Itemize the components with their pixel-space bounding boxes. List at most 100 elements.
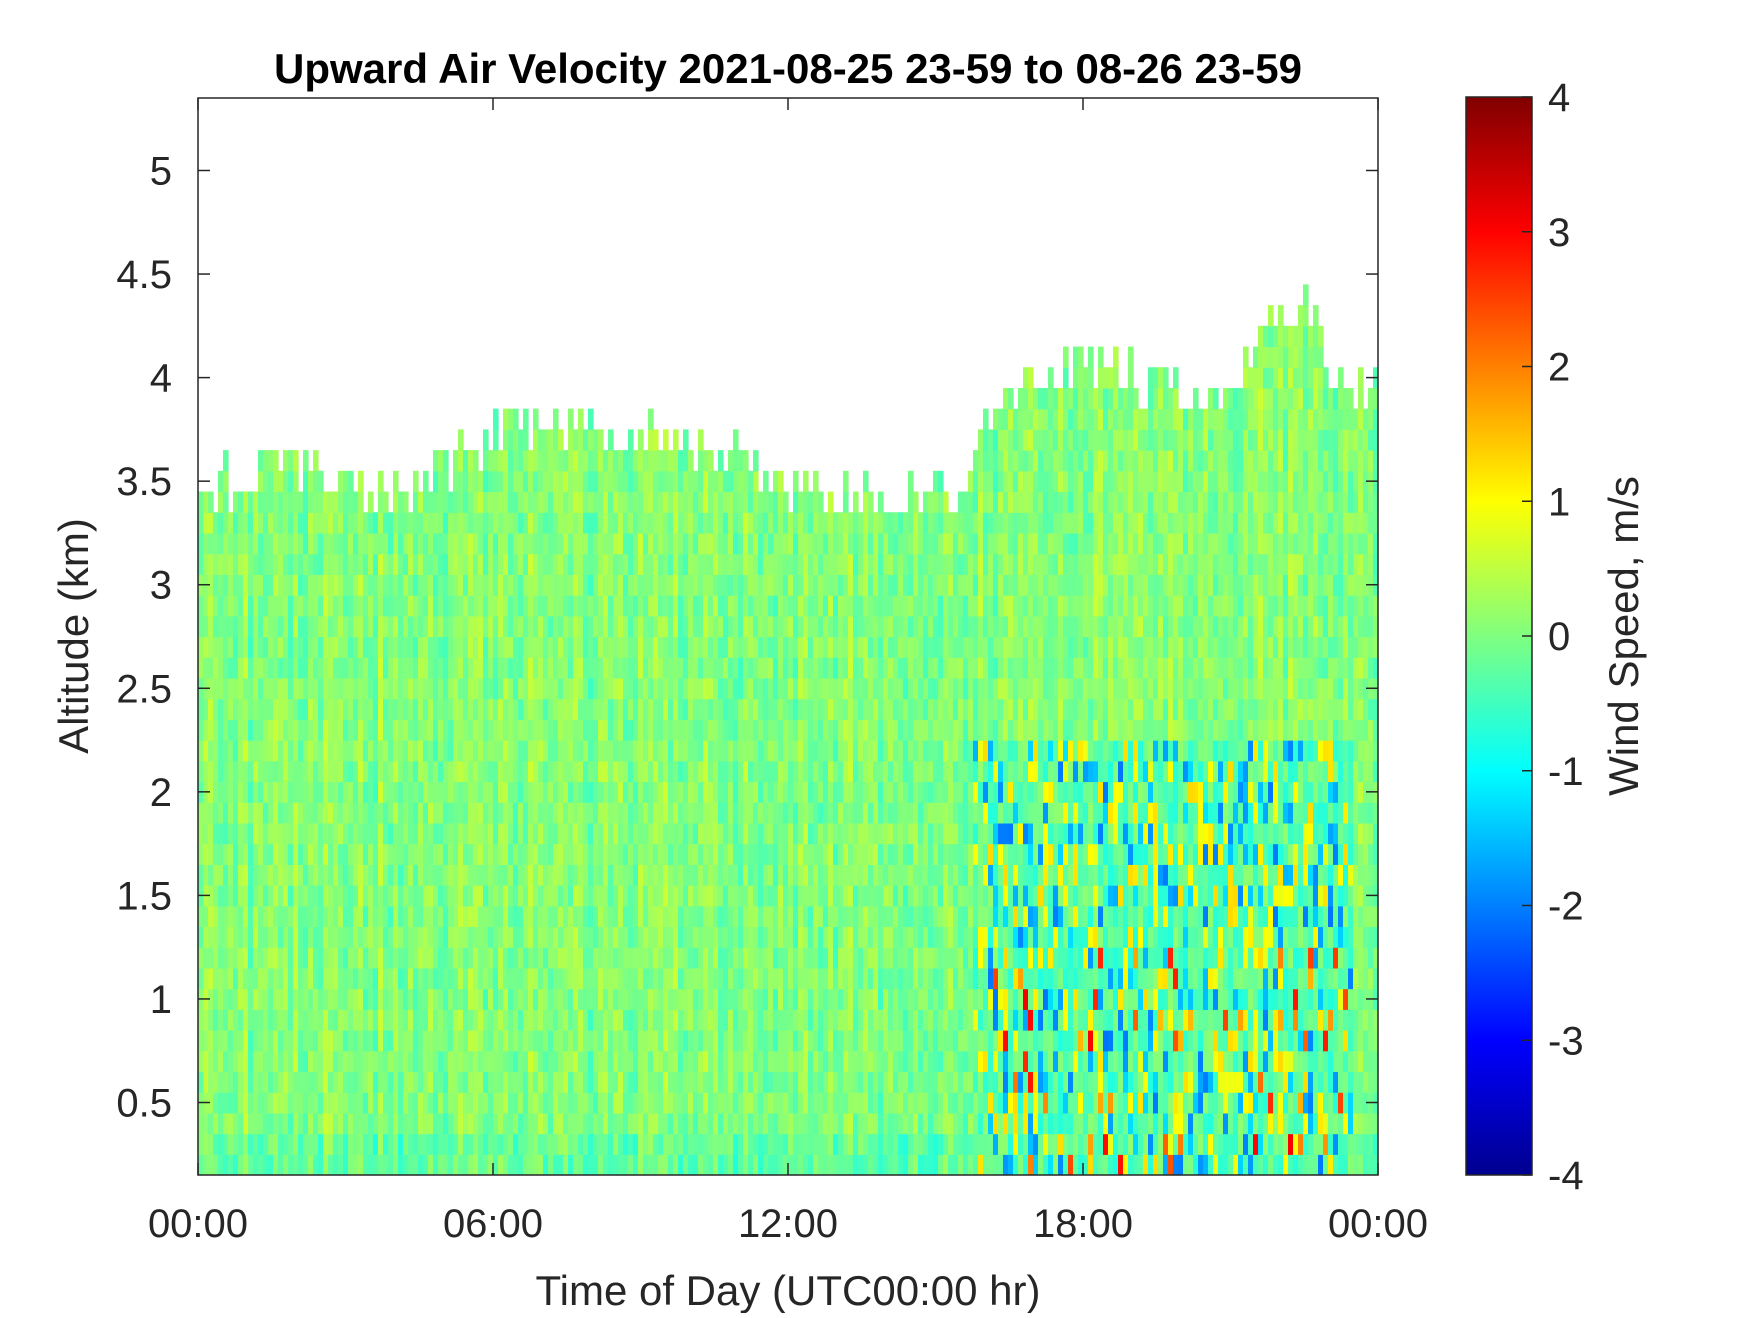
heatmap-cell — [738, 740, 744, 762]
heatmap-cell — [913, 636, 919, 658]
heatmap-cell — [608, 574, 614, 596]
heatmap-cell — [663, 1133, 669, 1155]
heatmap-cell — [363, 967, 369, 990]
heatmap-cell — [218, 988, 224, 1010]
heatmap-cell — [253, 615, 259, 638]
heatmap-cell — [713, 926, 719, 948]
heatmap-cell — [518, 1009, 524, 1031]
heatmap-cell — [303, 1154, 309, 1175]
heatmap-cell — [863, 532, 869, 555]
heatmap-cell — [248, 1030, 254, 1052]
heatmap-cell — [323, 657, 329, 679]
heatmap-cell — [468, 926, 474, 948]
heatmap-cell — [483, 843, 489, 865]
heatmap-cell — [538, 885, 544, 907]
heatmap-cell — [308, 926, 314, 948]
heatmap-cell — [838, 574, 844, 596]
heatmap-cell — [598, 988, 604, 1010]
heatmap-cell — [838, 719, 844, 741]
heatmap-cell — [643, 615, 649, 638]
heatmap-cell — [328, 1133, 334, 1155]
heatmap-cell — [768, 698, 774, 720]
heatmap-cell — [778, 967, 784, 990]
heatmap-cell — [358, 1030, 364, 1052]
heatmap-cell — [578, 988, 584, 1010]
heatmap-cell — [913, 615, 919, 638]
heatmap-cell — [523, 574, 529, 596]
heatmap-cell — [803, 615, 809, 638]
heatmap-cell — [808, 615, 814, 638]
heatmap-cell — [388, 532, 394, 555]
heatmap-cell — [343, 822, 349, 845]
heatmap-cell — [893, 553, 899, 575]
heatmap-cell — [363, 1154, 369, 1175]
heatmap-cell — [273, 1092, 279, 1114]
heatmap-cell — [483, 491, 489, 513]
heatmap-cell — [533, 864, 539, 886]
heatmap-cell — [268, 885, 274, 907]
heatmap-cell — [468, 595, 474, 617]
heatmap-cell — [513, 802, 519, 824]
heatmap-cell — [843, 677, 849, 700]
heatmap-cell — [648, 698, 654, 720]
heatmap-cell — [613, 1133, 619, 1155]
heatmap-cell — [733, 967, 739, 990]
heatmap-cell — [778, 843, 784, 865]
heatmap-cell — [338, 843, 344, 865]
heatmap-cell — [383, 1071, 389, 1093]
heatmap-cell — [413, 636, 419, 658]
heatmap-cell — [878, 843, 884, 865]
heatmap-cell — [223, 532, 229, 555]
heatmap-cell — [353, 574, 359, 596]
heatmap-cell — [428, 1071, 434, 1093]
heatmap-cell — [798, 1154, 804, 1175]
heatmap-cell — [808, 1009, 814, 1031]
heatmap-cell — [238, 677, 244, 700]
heatmap-cell — [463, 926, 469, 948]
heatmap-cell — [733, 822, 739, 845]
heatmap-cell — [833, 553, 839, 575]
heatmap-cell — [628, 698, 634, 720]
heatmap-cell — [323, 512, 329, 534]
heatmap-cell — [478, 947, 484, 969]
heatmap-cell — [903, 1009, 909, 1031]
heatmap-cell — [718, 905, 724, 928]
heatmap-cell — [673, 905, 679, 928]
heatmap-cell — [898, 698, 904, 720]
heatmap-cell — [683, 512, 689, 534]
heatmap-cell — [778, 947, 784, 969]
heatmap-cell — [693, 491, 699, 513]
heatmap-cell — [478, 967, 484, 990]
heatmap-cell — [658, 885, 664, 907]
heatmap-cell — [233, 740, 239, 762]
heatmap-cell — [893, 885, 899, 907]
heatmap-cell — [208, 512, 214, 534]
heatmap-cell — [383, 1050, 389, 1073]
heatmap-cell — [343, 843, 349, 865]
heatmap-cell — [448, 926, 454, 948]
heatmap-cell — [448, 1030, 454, 1052]
heatmap-cell — [493, 947, 499, 969]
heatmap-cell — [608, 781, 614, 803]
heatmap-cell — [488, 470, 494, 493]
heatmap-cell — [518, 595, 524, 617]
heatmap-cell — [243, 802, 249, 824]
heatmap-cell — [278, 864, 284, 886]
heatmap-cell — [398, 615, 404, 638]
heatmap-cell — [418, 1133, 424, 1155]
heatmap-cell — [818, 905, 824, 928]
heatmap-cell — [618, 512, 624, 534]
heatmap-cell — [578, 760, 584, 783]
heatmap-cell — [263, 470, 269, 493]
heatmap-cell — [543, 491, 549, 513]
heatmap-cell — [303, 740, 309, 762]
heatmap-cell — [548, 802, 554, 824]
heatmap-cell — [528, 1112, 534, 1135]
heatmap-cell — [803, 926, 809, 948]
heatmap-cell — [638, 491, 644, 513]
heatmap-cell — [638, 802, 644, 824]
heatmap-cell — [678, 822, 684, 845]
heatmap-cell — [443, 947, 449, 969]
heatmap-cell — [793, 574, 799, 596]
heatmap-cell — [263, 905, 269, 928]
